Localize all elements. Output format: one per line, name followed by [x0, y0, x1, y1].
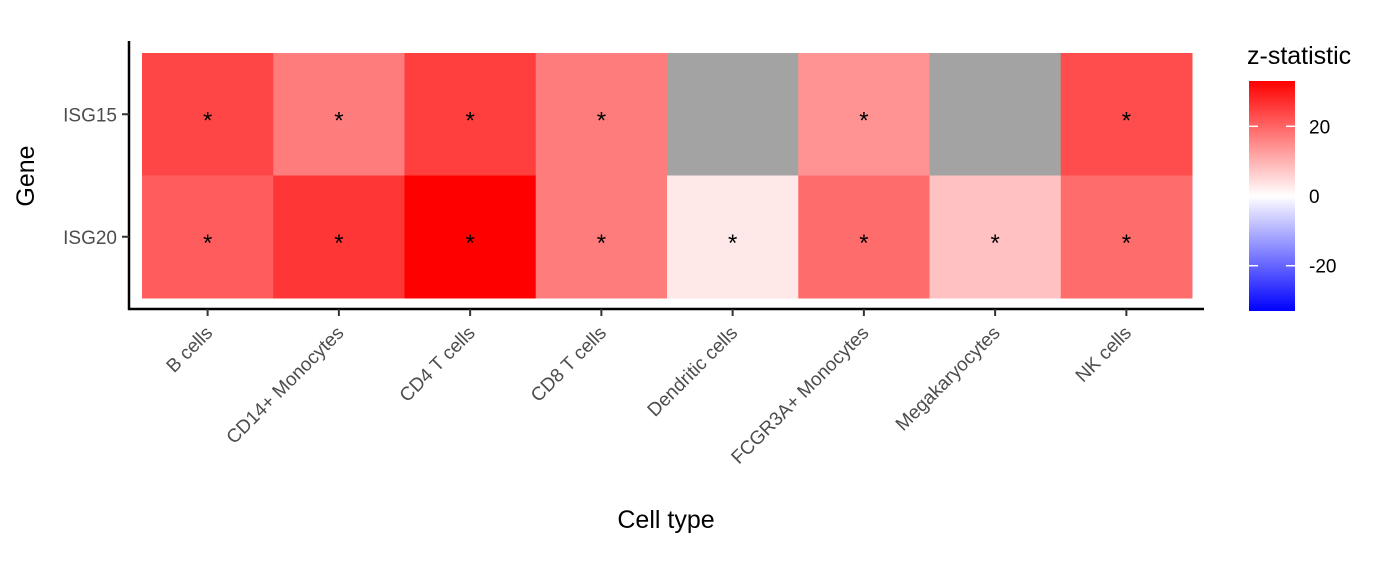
x-tick-label: Dendritic cells	[644, 323, 742, 421]
x-axis-title: Cell type	[617, 506, 714, 534]
significance-marker: *	[334, 230, 343, 257]
y-axis-title: Gene	[12, 145, 40, 206]
heatmap-cell	[142, 53, 274, 176]
heatmap-cell	[404, 53, 537, 176]
significance-marker: *	[597, 107, 606, 134]
heatmap-cell	[535, 175, 668, 299]
legend-tick-label: 0	[1309, 187, 1320, 208]
heatmap-cell	[1060, 53, 1193, 176]
axes	[127, 41, 1204, 311]
heatmap-cell	[798, 53, 930, 176]
x-tick-label: CD14+ Monocytes	[223, 323, 349, 449]
significance-marker: *	[465, 230, 474, 257]
heatmap-cell	[667, 175, 799, 299]
legend-ticks: 20 0 -20	[1249, 117, 1336, 278]
y-tick-label: ISG20	[63, 228, 117, 249]
heatmap-cell	[929, 53, 1062, 176]
significance-markers: * * * * * * * * * * * * * *	[203, 107, 1131, 257]
significance-marker: *	[859, 230, 868, 257]
legend-tick-label: -20	[1309, 257, 1336, 278]
significance-marker: *	[1122, 107, 1131, 134]
heatmap-cell	[798, 175, 930, 299]
x-tick-label: FCGR3A+ Monocytes	[728, 323, 874, 469]
heatmap-cell	[142, 175, 274, 299]
significance-marker: *	[728, 230, 737, 257]
heatmap-cell	[929, 175, 1062, 299]
legend-tick-label: 20	[1309, 117, 1330, 138]
heatmap-cells	[142, 53, 1193, 299]
heatmap-cell	[667, 53, 799, 176]
heatmap-cell	[273, 175, 405, 299]
heatmap-cell	[1060, 175, 1193, 299]
significance-marker: *	[465, 107, 474, 134]
y-tick-label: ISG15	[63, 105, 117, 126]
significance-marker: *	[859, 107, 868, 134]
x-tick-label: Megakaryocytes	[892, 323, 1005, 436]
significance-marker: *	[203, 230, 212, 257]
heatmap-cell	[404, 175, 537, 299]
y-axis-ticks: ISG15 ISG20	[63, 105, 129, 249]
significance-marker: *	[203, 107, 212, 134]
x-axis-ticks: B cells CD14+ Monocytes CD4 T cells CD8 T c…	[163, 309, 1136, 469]
significance-marker: *	[597, 230, 606, 257]
legend-title: z-statistic	[1247, 42, 1351, 70]
significance-marker: *	[990, 230, 999, 257]
heatmap-cell	[273, 53, 405, 176]
x-tick-label: B cells	[163, 323, 217, 377]
x-tick-label: CD4 T cells	[396, 323, 480, 407]
color-legend: z-statistic 20 0 -20	[1247, 42, 1351, 311]
heatmap-cell	[535, 53, 668, 176]
significance-marker: *	[1122, 230, 1131, 257]
x-tick-label: CD8 T cells	[527, 323, 611, 407]
x-tick-label: NK cells	[1072, 323, 1136, 387]
significance-marker: *	[334, 107, 343, 134]
